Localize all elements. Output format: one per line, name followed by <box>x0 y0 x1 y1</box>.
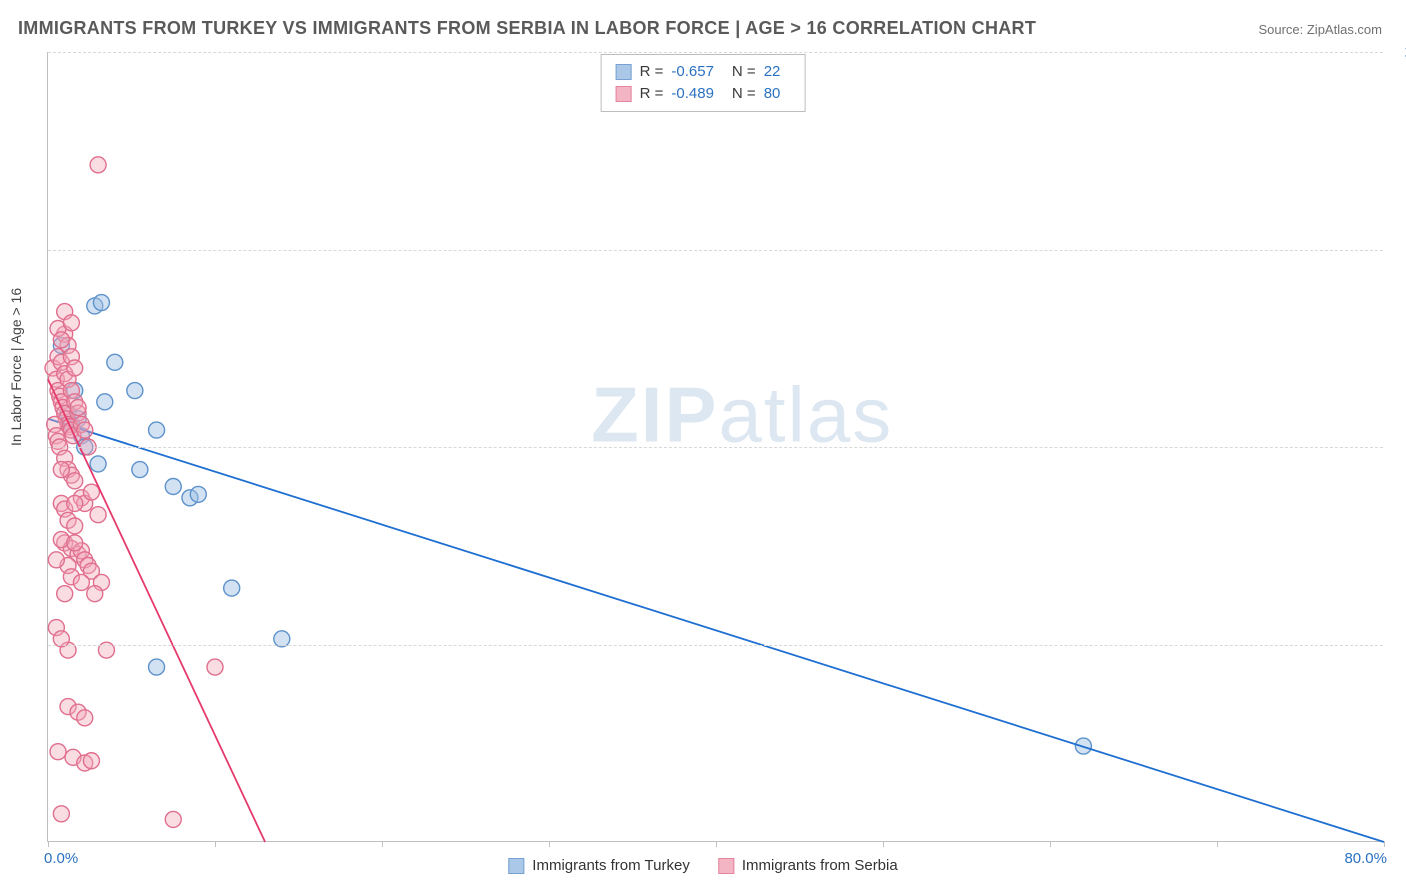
data-point <box>165 479 181 495</box>
data-point <box>57 586 73 602</box>
n-value: 22 <box>764 61 781 83</box>
data-point <box>90 507 106 523</box>
grid-line <box>48 447 1383 448</box>
data-point <box>63 315 79 331</box>
n-label: N = <box>732 83 756 105</box>
data-point <box>73 574 89 590</box>
grid-line <box>48 52 1383 53</box>
data-point <box>97 394 113 410</box>
data-point <box>67 535 83 551</box>
x-tick <box>716 841 717 847</box>
data-point <box>93 295 109 311</box>
data-point <box>190 486 206 502</box>
data-point <box>70 400 86 416</box>
data-point <box>83 753 99 769</box>
chart-plot-area: ZIPatlas 47.5%65.0%82.5%100.0%0.0%80.0% <box>47 52 1383 842</box>
trend-line <box>48 379 265 842</box>
x-tick <box>1384 841 1385 847</box>
y-tick-label: 65.0% <box>1391 439 1406 456</box>
y-tick-label: 47.5% <box>1391 636 1406 653</box>
legend-item: Immigrants from Serbia <box>718 857 898 874</box>
data-point <box>149 659 165 675</box>
data-point <box>53 806 69 822</box>
legend-swatch <box>616 64 632 80</box>
x-tick <box>215 841 216 847</box>
data-point <box>132 462 148 478</box>
data-point <box>53 462 69 478</box>
source-name: ZipAtlas.com <box>1307 22 1382 37</box>
correlation-legend: R = -0.657 N = 22 R = -0.489 N = 80 <box>601 54 806 112</box>
r-value: -0.489 <box>671 83 714 105</box>
r-value: -0.657 <box>671 61 714 83</box>
y-tick-label: 82.5% <box>1391 241 1406 258</box>
data-point <box>207 659 223 675</box>
data-point <box>50 744 66 760</box>
legend-stat-row: R = -0.657 N = 22 <box>616 61 791 83</box>
data-point <box>90 157 106 173</box>
r-label: R = <box>640 61 664 83</box>
grid-line <box>48 250 1383 251</box>
x-tick-label: 80.0% <box>1344 850 1387 867</box>
data-point <box>83 484 99 500</box>
x-tick <box>883 841 884 847</box>
data-point <box>53 332 69 348</box>
data-point <box>67 495 83 511</box>
legend-item: Immigrants from Turkey <box>508 857 690 874</box>
source-credit: Source: ZipAtlas.com <box>1258 22 1382 37</box>
y-axis-label: In Labor Force | Age > 16 <box>8 288 24 446</box>
x-tick <box>382 841 383 847</box>
r-label: R = <box>640 83 664 105</box>
legend-label: Immigrants from Turkey <box>532 857 690 874</box>
legend-swatch <box>718 858 734 874</box>
source-label: Source: <box>1258 22 1306 37</box>
x-tick <box>549 841 550 847</box>
y-tick-label: 100.0% <box>1391 44 1406 61</box>
data-point <box>90 456 106 472</box>
data-point <box>224 580 240 596</box>
n-value: 80 <box>764 83 781 105</box>
x-tick-label: 0.0% <box>44 850 78 867</box>
data-point <box>165 811 181 827</box>
data-point <box>67 360 83 376</box>
x-tick <box>1050 841 1051 847</box>
n-label: N = <box>732 61 756 83</box>
data-point <box>77 710 93 726</box>
chart-title: IMMIGRANTS FROM TURKEY VS IMMIGRANTS FRO… <box>18 18 1036 39</box>
legend-stat-row: R = -0.489 N = 80 <box>616 83 791 105</box>
data-point <box>77 422 93 438</box>
x-tick <box>48 841 49 847</box>
legend-swatch <box>508 858 524 874</box>
legend-swatch <box>616 86 632 102</box>
x-tick <box>1217 841 1218 847</box>
data-point <box>107 354 123 370</box>
grid-line <box>48 645 1383 646</box>
trend-line <box>48 419 1384 842</box>
data-point <box>149 422 165 438</box>
legend-label: Immigrants from Serbia <box>742 857 898 874</box>
data-point <box>67 518 83 534</box>
data-point <box>87 586 103 602</box>
series-legend: Immigrants from Turkey Immigrants from Se… <box>508 857 897 874</box>
data-point <box>67 473 83 489</box>
data-point <box>48 552 64 568</box>
data-point <box>127 383 143 399</box>
